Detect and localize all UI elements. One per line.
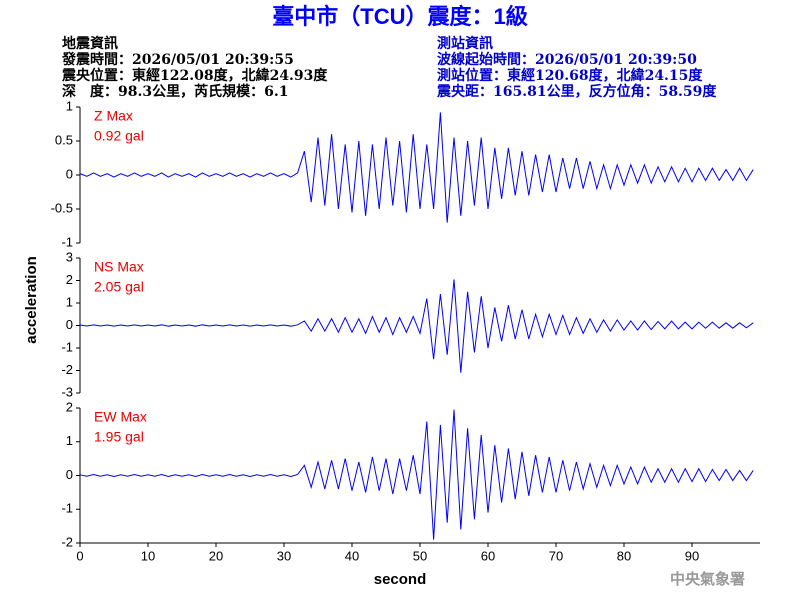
channel-label: NS Max (94, 259, 144, 275)
waveform (79, 279, 754, 373)
y-tick-label: 0 (66, 317, 73, 332)
info-line: 深 度：98.3公里，芮氏規模：6.1 (62, 83, 288, 100)
y-tick-label: 3 (66, 249, 73, 264)
x-tick-label: 70 (549, 548, 563, 563)
info-line: 震央位置：東經122.08度，北緯24.93度 (61, 67, 328, 84)
y-tick-label: -3 (61, 384, 73, 399)
y-tick-label: -2 (61, 534, 73, 549)
y-tick-label: 1 (66, 98, 73, 113)
info-line: 震央距：165.81公里，反方位角：58.59度 (436, 83, 717, 100)
y-tick-label: -2 (61, 362, 73, 377)
y-tick-label: 0 (66, 467, 73, 482)
x-tick-label: 40 (345, 548, 359, 563)
y-tick-label: 0.5 (55, 132, 73, 147)
x-tick-label: 30 (277, 548, 291, 563)
waveform (79, 409, 754, 540)
x-tick-label: 0 (76, 548, 83, 563)
waveform (79, 112, 754, 223)
y-tick-label: 0 (66, 166, 73, 181)
x-axis-label: second (374, 571, 427, 588)
info-line: 地震資訊 (62, 35, 118, 52)
info-line: 測站位置：東經120.68度，北緯24.15度 (437, 67, 703, 84)
x-tick-label: 10 (141, 548, 155, 563)
y-tick-label: 2 (66, 272, 73, 287)
y-axis-label: acceleration (23, 256, 40, 344)
info-line: 測站資訊 (437, 35, 493, 52)
y-tick-label: -0.5 (51, 200, 73, 215)
x-tick-label: 20 (209, 548, 223, 563)
peak-label: 2.05 gal (94, 279, 144, 295)
info-line: 發震時間：2026/05/01 20:39:55 (61, 51, 294, 68)
info-line: 波線起始時間：2026/05/01 20:39:50 (437, 51, 697, 68)
channel-label: Z Max (94, 108, 133, 124)
x-tick-label: 80 (617, 548, 631, 563)
y-tick-label: 2 (66, 399, 73, 414)
chart-title: 臺中市（TCU）震度：1級 (272, 4, 527, 29)
y-tick-label: -1 (61, 501, 73, 516)
y-tick-label: 1 (66, 433, 73, 448)
footer-logo: 中央氣象署 (670, 570, 745, 588)
y-tick-label: -1 (61, 339, 73, 354)
peak-label: 1.95 gal (94, 429, 144, 445)
y-tick-label: 1 (66, 294, 73, 309)
y-tick-label: -1 (61, 234, 73, 249)
channel-label: EW Max (94, 409, 147, 425)
x-tick-label: 50 (413, 548, 427, 563)
peak-label: 0.92 gal (94, 128, 144, 144)
x-tick-label: 60 (481, 548, 495, 563)
x-tick-label: 90 (685, 548, 699, 563)
